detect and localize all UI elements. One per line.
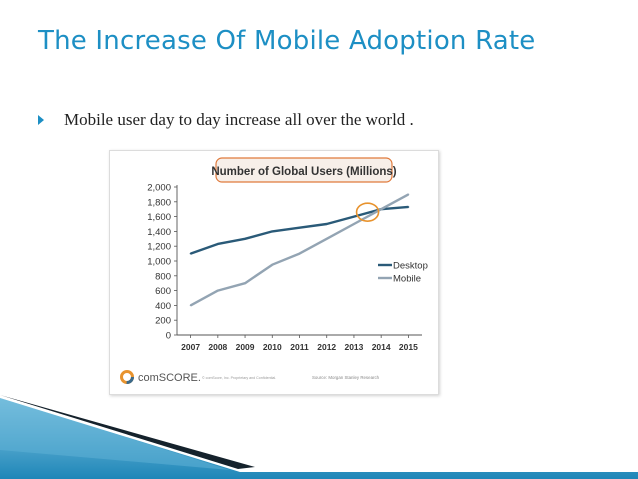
y-tick-label: 1,000 <box>147 257 171 268</box>
data-point-mobile <box>380 208 383 211</box>
chart-title: Number of Global Users (Millions) <box>211 166 396 178</box>
x-tick-label: 2010 <box>263 342 282 352</box>
y-tick-label: 200 <box>155 316 171 327</box>
bullet-item: Mobile user day to day increase all over… <box>38 110 414 130</box>
data-point-desktop <box>407 206 410 208</box>
y-tick-label: 800 <box>155 271 171 282</box>
crossover-highlight-circle <box>355 202 380 222</box>
y-tick-label: 400 <box>155 301 171 312</box>
x-tick-label: 2012 <box>317 342 336 352</box>
y-tick-label: 0 <box>166 331 171 342</box>
data-point-mobile <box>244 282 246 285</box>
y-tick-label: 1,600 <box>147 212 171 223</box>
data-point-desktop <box>189 252 192 255</box>
data-point-desktop <box>271 230 274 233</box>
data-point-desktop <box>298 226 301 229</box>
data-point-mobile <box>271 263 274 266</box>
x-tick-label: 2015 <box>399 342 418 352</box>
footer-light-stripe <box>0 398 230 470</box>
data-point-mobile <box>325 237 328 240</box>
y-tick-label: 2,000 <box>147 183 171 194</box>
y-tick-label: 1,400 <box>147 227 171 238</box>
x-tick-label: 2008 <box>208 342 227 352</box>
bullet-text: Mobile user day to day increase all over… <box>64 110 414 129</box>
data-point-mobile <box>407 193 410 196</box>
x-tick-label: 2009 <box>236 342 255 352</box>
x-tick-label: 2013 <box>344 342 363 352</box>
legend-label-desktop: Desktop <box>393 261 428 272</box>
comscore-logo: comSCORE. <box>120 370 201 384</box>
data-point-desktop <box>353 215 355 218</box>
comscore-logo-text: comSCORE. <box>138 372 201 384</box>
footer-source-text: Source: Morgan Stanley Research <box>312 375 380 380</box>
data-point-mobile <box>189 304 192 307</box>
data-point-desktop <box>244 237 246 240</box>
line-chart: Number of Global Users (Millions) 0 200 40… <box>120 157 428 384</box>
chart-image: Number of Global Users (Millions) 0 200 40… <box>109 150 439 395</box>
data-point-mobile <box>216 289 219 292</box>
data-point-mobile <box>353 223 355 225</box>
x-tick-label: 2011 <box>290 342 309 352</box>
legend-label-mobile: Mobile <box>393 274 421 285</box>
bullet-arrow-icon <box>38 115 44 125</box>
data-point-mobile <box>298 252 301 255</box>
footer-confidential-text: © comScore, Inc. Proprietary and Confide… <box>202 376 276 380</box>
y-tick-label: 600 <box>155 286 171 297</box>
data-point-desktop <box>325 223 328 225</box>
data-point-desktop <box>216 243 219 245</box>
slide-title: The Increase Of Mobile Adoption Rate <box>38 26 536 56</box>
chart-title-box <box>215 157 393 183</box>
footer-dark-stripe <box>0 395 255 469</box>
x-tick-label: 2014 <box>372 342 391 352</box>
y-tick-label: 1,200 <box>147 242 171 253</box>
x-tick-label: 2007 <box>181 342 200 352</box>
comscore-logo-icon-arc <box>120 370 134 384</box>
y-tick-label: 1,800 <box>147 197 171 208</box>
